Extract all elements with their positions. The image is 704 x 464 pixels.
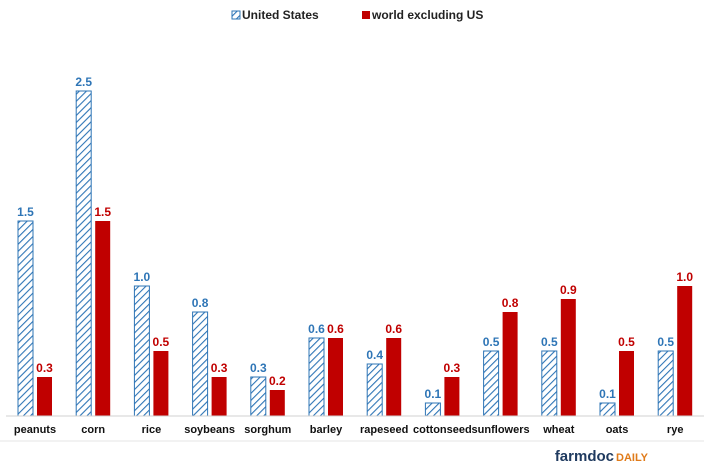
bar-world-excluding-us-corn: [95, 221, 111, 416]
x-tick-label-sunflowers: sunflowers: [472, 424, 530, 436]
bar-united-states-wheat: [541, 350, 558, 417]
bar-world-excluding-us-oats: [619, 351, 634, 416]
bar-world-excluding-us-sorghum: [269, 390, 285, 416]
data-label-world-excluding-us-cottonseed: 0.3: [444, 361, 461, 375]
legend-label-world-excluding-us: world excluding US: [371, 8, 483, 22]
bar-united-states-rice: [133, 285, 150, 417]
bar-united-states-soybeans: [192, 311, 209, 417]
bar-united-states-corn: [75, 90, 92, 417]
bar-united-states-sunflowers: [483, 350, 500, 417]
data-label-united-states-wheat: 0.5: [541, 335, 558, 349]
bar-world-excluding-us-peanuts: [37, 377, 52, 416]
data-label-world-excluding-us-peanuts: 0.3: [36, 361, 53, 375]
x-tick-label-peanuts: peanuts: [14, 424, 56, 436]
bar-world-excluding-us-sunflowers: [502, 312, 518, 416]
legend-swatch-united-states: [231, 10, 241, 20]
bar-world-excluding-us-barley: [328, 338, 343, 416]
data-label-united-states-rye: 0.5: [657, 335, 674, 349]
data-labels-group: 1.50.32.51.51.00.50.80.3 0.30.20.6 0.60.40…: [17, 75, 693, 401]
brand-main-text: farmdoc: [555, 448, 614, 464]
x-tick-label-wheat: wheat: [542, 424, 575, 436]
bar-world-excluding-us-wheat: [560, 299, 576, 416]
bar-world-excluding-us-rye: [677, 286, 693, 416]
bar-world-excluding-us-rapeseed: [386, 338, 402, 416]
bar-united-states-cottonseed: [424, 402, 441, 417]
data-label-world-excluding-us-rice: 0.5: [153, 335, 170, 349]
data-label-world-excluding-us-sunflowers: 0.8: [502, 296, 519, 310]
data-label-united-states-rice: 1.0: [134, 270, 151, 284]
bar-united-states-oats: [599, 402, 616, 417]
x-tick-label-oats: oats: [606, 424, 629, 436]
x-tick-label-rice: rice: [142, 424, 162, 436]
bar-world-excluding-us-cottonseed: [444, 377, 460, 416]
data-label-world-excluding-us-wheat: 0.9: [560, 283, 577, 297]
x-tick-labels-group: peanuts corn rice soybeans sorghum barley rape…: [14, 424, 684, 436]
legend-swatch-world-excluding-us: [362, 11, 370, 19]
x-tick-label-barley: barley: [310, 424, 343, 436]
data-label-united-states-sunflowers: 0.5: [483, 335, 500, 349]
bar-united-states-rapeseed: [366, 363, 383, 417]
bar-world-excluding-us-soybeans: [211, 377, 227, 416]
data-label-world-excluding-us-corn: 1.5: [94, 205, 111, 219]
x-tick-label-cottonseed: cottonseed: [413, 424, 472, 436]
data-label-united-states-soybeans: 0.8: [192, 296, 209, 310]
legend: United States world excluding US: [231, 8, 483, 22]
data-label-world-excluding-us-soybeans: 0.3: [211, 361, 228, 375]
brand-logo: farmdoc DAILY: [555, 448, 649, 464]
data-label-world-excluding-us-sorghum: 0.2: [269, 374, 286, 388]
data-label-united-states-barley: 0.6: [308, 322, 325, 336]
data-label-world-excluding-us-rapeseed: 0.6: [385, 322, 402, 336]
data-label-united-states-cottonseed: 0.1: [425, 387, 442, 401]
data-label-united-states-peanuts: 1.5: [17, 205, 34, 219]
x-tick-label-corn: corn: [81, 424, 105, 436]
bar-world-excluding-us-rice: [153, 351, 169, 416]
bar-united-states-peanuts: [17, 220, 34, 417]
data-label-united-states-corn: 2.5: [75, 75, 92, 89]
legend-label-united-states: United States: [242, 8, 319, 22]
data-label-world-excluding-us-oats: 0.5: [618, 335, 635, 349]
bar-united-states-barley: [308, 337, 325, 417]
data-label-world-excluding-us-rye: 1.0: [676, 270, 693, 284]
data-label-united-states-sorghum: 0.3: [250, 361, 267, 375]
bars-group: [17, 90, 693, 417]
x-tick-label-rye: rye: [667, 424, 684, 436]
x-tick-label-sorghum: sorghum: [244, 424, 291, 436]
data-label-world-excluding-us-barley: 0.6: [327, 322, 344, 336]
brand-accent-text: DAILY: [616, 452, 649, 464]
x-tick-label-rapeseed: rapeseed: [360, 424, 408, 436]
x-tick-label-soybeans: soybeans: [184, 424, 235, 436]
bar-united-states-rye: [657, 350, 674, 417]
bar-united-states-sorghum: [250, 376, 267, 417]
data-label-united-states-rapeseed: 0.4: [366, 348, 383, 362]
data-label-united-states-oats: 0.1: [599, 387, 616, 401]
